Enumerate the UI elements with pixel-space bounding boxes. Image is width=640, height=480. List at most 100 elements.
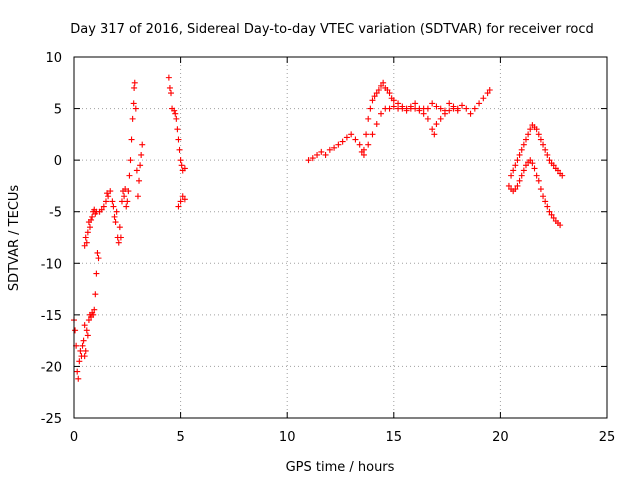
data-point (102, 198, 109, 205)
data-point (420, 110, 427, 117)
data-point (365, 115, 372, 122)
x-tick-label: 15 (386, 430, 403, 445)
data-point (110, 203, 117, 210)
data-point (105, 193, 112, 200)
data-point (484, 90, 491, 97)
data-point (133, 167, 140, 174)
data-point (118, 198, 125, 205)
grid-lines (74, 57, 607, 418)
data-point (437, 115, 444, 122)
data-point (176, 146, 183, 153)
data-point (395, 100, 402, 107)
data-point (343, 134, 350, 141)
data-point (82, 234, 89, 241)
data-point (326, 146, 333, 153)
data-point (98, 206, 105, 213)
data-point (550, 214, 557, 221)
data-point (178, 162, 185, 169)
data-point (76, 358, 83, 365)
data-point (390, 103, 397, 110)
data-point (535, 177, 542, 184)
data-point (429, 126, 436, 133)
data-point (542, 198, 549, 205)
data-point (505, 182, 512, 189)
data-point (367, 105, 374, 112)
data-point (74, 368, 81, 375)
data-point (166, 84, 173, 91)
data-point (107, 188, 114, 195)
data-point (95, 255, 102, 262)
data-point (91, 306, 98, 313)
data-point (373, 121, 380, 128)
data-point (518, 146, 525, 153)
data-point (520, 141, 527, 148)
data-point (546, 208, 553, 215)
data-point (81, 242, 88, 249)
series-segment-3 (305, 79, 493, 164)
data-point (82, 347, 89, 354)
data-point (138, 151, 145, 158)
data-point (86, 224, 93, 231)
data-point (416, 107, 423, 114)
data-point (557, 222, 564, 229)
data-point (533, 172, 540, 179)
data-point (356, 141, 363, 148)
data-point (437, 105, 444, 112)
data-point (111, 213, 118, 220)
data-point (360, 146, 367, 153)
x-tick-label: 20 (492, 430, 509, 445)
x-tick-label: 25 (599, 430, 616, 445)
data-point (548, 211, 555, 218)
data-point (527, 157, 534, 164)
data-point (459, 102, 466, 109)
data-point (540, 141, 547, 148)
data-point (134, 193, 141, 200)
data-point (403, 107, 410, 114)
data-point (128, 136, 135, 143)
data-point (550, 162, 557, 169)
data-point (177, 198, 184, 205)
data-point (420, 105, 427, 112)
data-point (525, 131, 532, 138)
data-point (122, 186, 129, 193)
data-point (179, 193, 186, 200)
x-tick-label: 0 (70, 430, 78, 445)
data-point (450, 105, 457, 112)
data-point (546, 157, 553, 164)
data-point (544, 151, 551, 158)
x-tick-label: 5 (176, 430, 184, 445)
data-point (322, 151, 329, 158)
data-point (81, 353, 88, 360)
data-point (486, 87, 493, 94)
data-point (116, 224, 123, 231)
data-point (175, 136, 182, 143)
data-point (378, 82, 385, 89)
y-axis-label: SDTVAR / TECUs (7, 185, 22, 292)
data-point (542, 146, 549, 153)
data-point (100, 203, 107, 210)
data-point (72, 327, 79, 334)
data-point (131, 84, 138, 91)
data-point (80, 337, 87, 344)
data-point (137, 162, 144, 169)
y-tick-label: -20 (41, 360, 62, 375)
data-point (365, 141, 372, 148)
data-point (554, 167, 561, 174)
data-point (339, 138, 346, 145)
data-point (79, 342, 86, 349)
data-point (369, 97, 376, 104)
data-point (510, 167, 517, 174)
data-point (123, 203, 130, 210)
data-point (352, 136, 359, 143)
data-point (433, 121, 440, 128)
data-point (139, 141, 146, 148)
data-point (109, 198, 116, 205)
data-point (537, 186, 544, 193)
data-point (471, 105, 478, 112)
data-point (378, 110, 385, 117)
y-tick-label: -25 (41, 412, 62, 427)
data-point (84, 229, 91, 236)
data-point (309, 155, 316, 162)
data-point (446, 100, 453, 107)
